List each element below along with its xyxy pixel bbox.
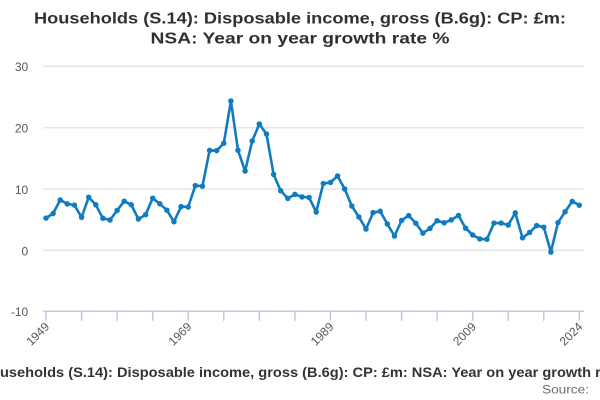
svg-text:-10: -10 xyxy=(11,305,29,319)
svg-text:1949: 1949 xyxy=(23,319,52,348)
svg-text:1989: 1989 xyxy=(308,319,337,348)
svg-text:2024: 2024 xyxy=(557,319,586,348)
svg-text:0: 0 xyxy=(22,244,29,258)
svg-text:10: 10 xyxy=(15,183,29,197)
svg-text:30: 30 xyxy=(15,60,29,74)
svg-text:2009: 2009 xyxy=(450,319,479,348)
svg-text:NSA: Year on year growth rate: NSA: Year on year growth rate % xyxy=(151,31,450,48)
svg-text:Households (S.14): Disposable: Households (S.14): Disposable income, gr… xyxy=(0,364,600,380)
svg-text:Source:: Source: xyxy=(542,383,589,397)
svg-text:Households (S.14): Disposable: Households (S.14): Disposable income, gr… xyxy=(34,11,566,28)
svg-text:20: 20 xyxy=(15,122,29,136)
svg-text:1969: 1969 xyxy=(166,319,195,348)
